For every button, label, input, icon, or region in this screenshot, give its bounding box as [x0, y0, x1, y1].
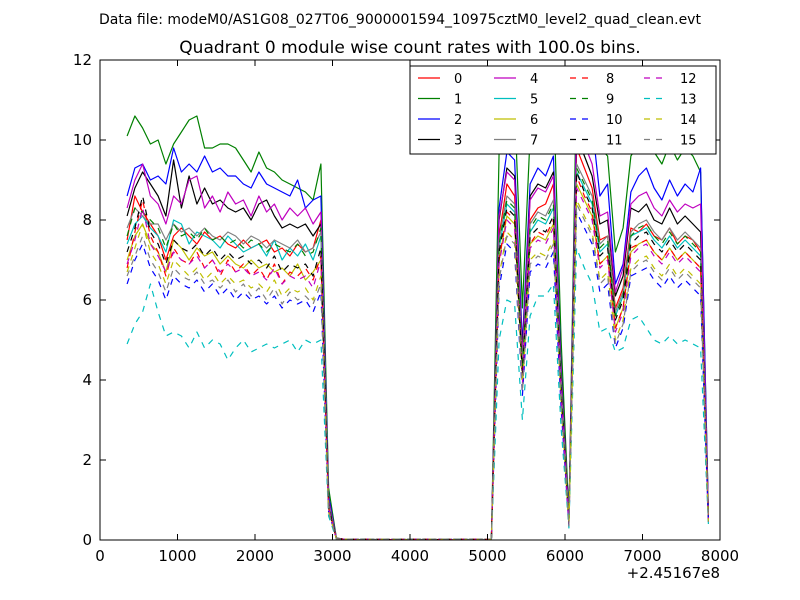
- plot-frame: [99, 59, 721, 541]
- x-offset-label: +2.45167e8: [627, 564, 720, 582]
- legend-label-9: 9: [606, 93, 614, 108]
- y-tick-label-2: 4: [82, 371, 92, 389]
- legend-label-13: 13: [680, 93, 697, 108]
- legend-label-7: 7: [530, 134, 538, 149]
- legend-label-5: 5: [530, 93, 538, 108]
- legend-frame: [409, 65, 717, 155]
- y-tick-label-5: 10: [73, 131, 92, 149]
- legend-label-12: 12: [680, 72, 697, 87]
- x-tick-label-5: 5000: [468, 547, 506, 565]
- series-line-11: [126, 171, 709, 540]
- x-tick-label-6: 6000: [546, 547, 584, 565]
- legend-label-6: 6: [530, 113, 538, 128]
- series-layer: [126, 75, 709, 540]
- y-tick-label-0: 0: [82, 531, 92, 549]
- legend-label-1: 1: [454, 93, 462, 108]
- x-tick-label-4: 4000: [391, 547, 429, 565]
- y-tick-label-3: 6: [82, 291, 92, 309]
- y-tick-label-1: 2: [82, 451, 92, 469]
- legend-label-11: 11: [606, 134, 623, 149]
- legend-label-10: 10: [606, 113, 623, 128]
- x-tick-label-3: 3000: [313, 547, 351, 565]
- legend-label-15: 15: [680, 134, 697, 149]
- legend-label-2: 2: [454, 113, 462, 128]
- figure-suptitle: Data file: modeM0/AS1G08_027T06_90000015…: [99, 12, 701, 28]
- y-tick-label-6: 12: [73, 51, 92, 69]
- x-tick-label-2: 2000: [236, 547, 274, 565]
- legend-label-0: 0: [454, 72, 462, 87]
- legend-label-8: 8: [606, 72, 614, 87]
- x-tick-label-8: 8000: [701, 547, 739, 565]
- series-line-14: [126, 199, 709, 540]
- ticks-layer: 0 1000 2000 3000 4000 5000 6000 7000 80000246810…: [73, 51, 739, 565]
- series-line-8: [126, 175, 709, 540]
- chart-title: Quadrant 0 module wise count rates with …: [179, 38, 640, 58]
- legend-label-14: 14: [680, 113, 697, 128]
- x-tick-label-0: 0: [95, 547, 105, 565]
- x-tick-label-1: 1000: [158, 547, 196, 565]
- y-tick-label-4: 8: [82, 211, 92, 229]
- x-tick-label-7: 7000: [623, 547, 661, 565]
- legend-label-3: 3: [454, 134, 462, 149]
- legend-label-4: 4: [530, 72, 538, 87]
